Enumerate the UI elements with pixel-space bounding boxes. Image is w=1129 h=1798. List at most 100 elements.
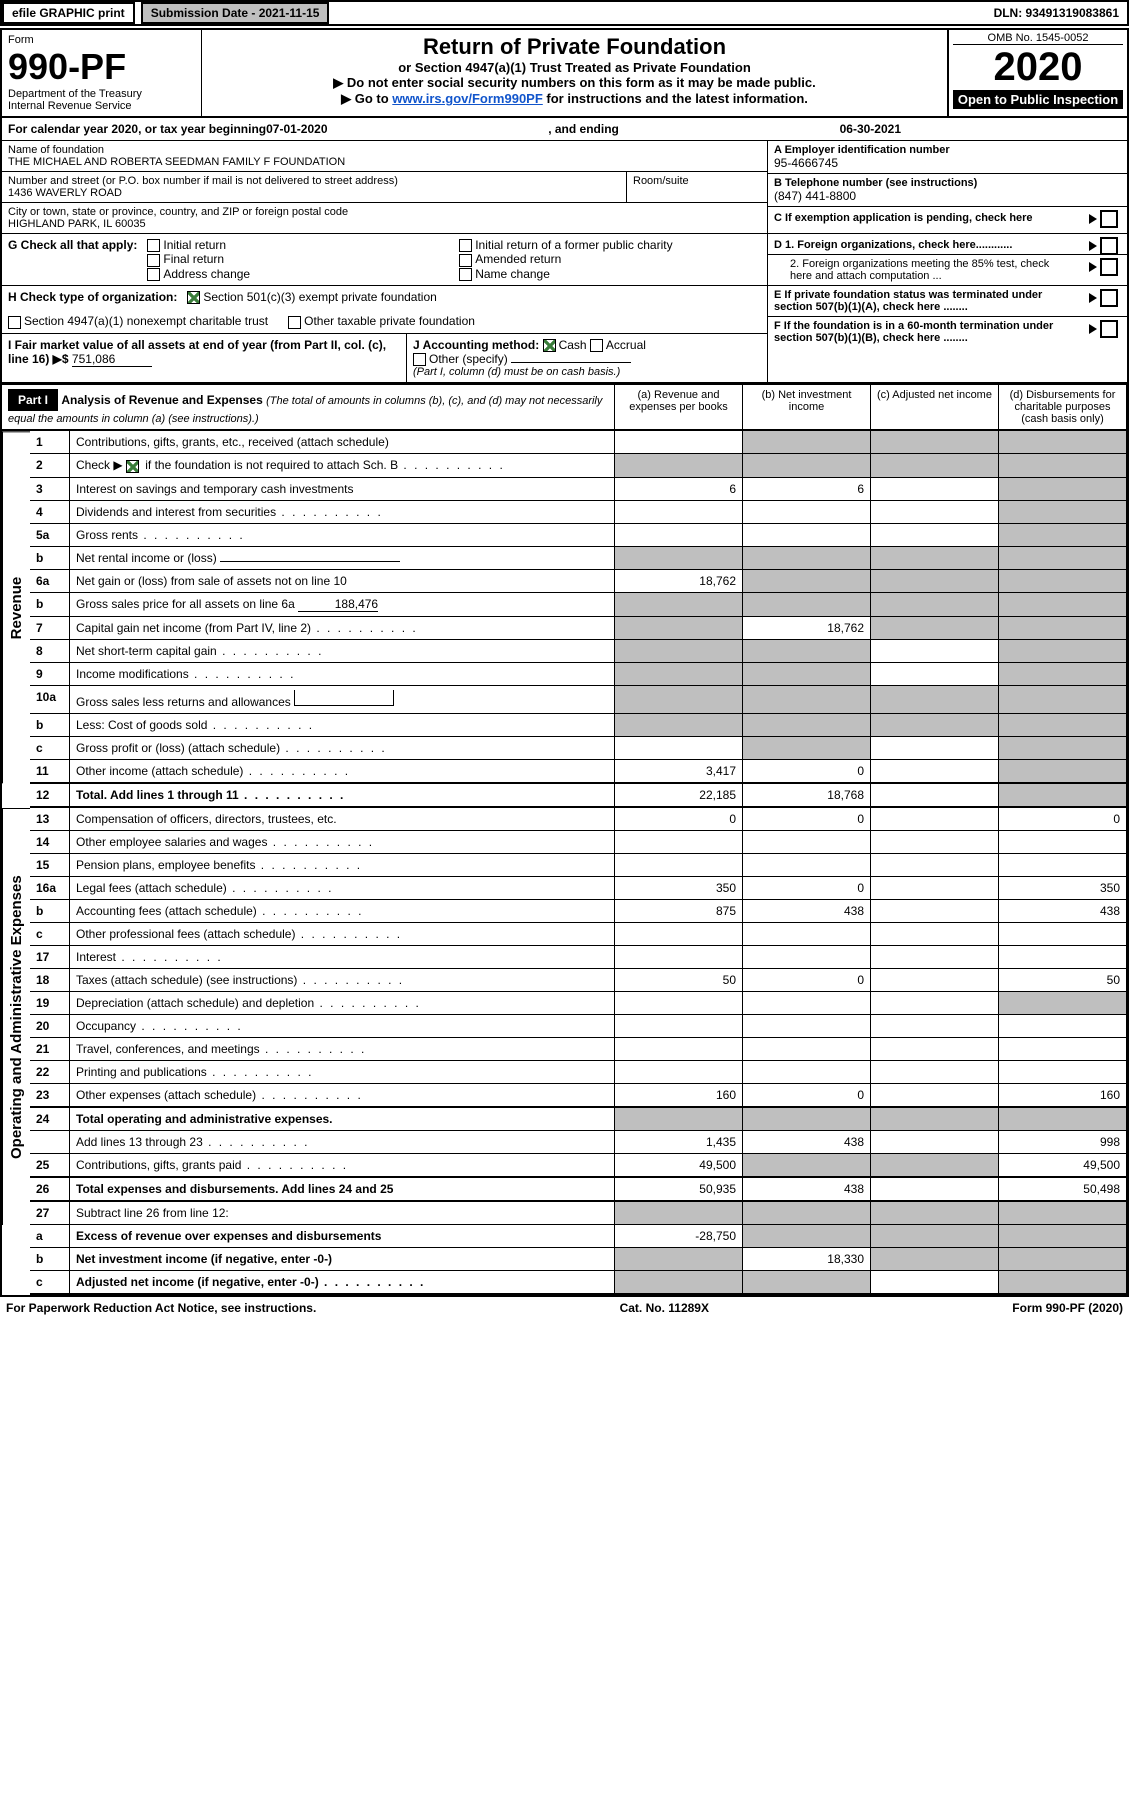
col-c-hdr: (c) Adjusted net income [871,385,999,431]
c-checkbox[interactable] [1100,210,1118,228]
h-501c3-cb[interactable] [187,291,200,304]
line-5a: Gross rents [70,524,615,547]
foundation-name: THE MICHAEL AND ROBERTA SEEDMAN FAMILY F… [8,156,761,168]
line-13: Compensation of officers, directors, tru… [70,808,615,831]
line-16a: Legal fees (attach schedule) [70,877,615,900]
col-d-hdr: (d) Disbursements for charitable purpose… [999,385,1127,431]
form-note2: ▶ Go to www.irs.gov/Form990PF for instru… [208,91,941,107]
form990pf-link[interactable]: www.irs.gov/Form990PF [392,91,543,106]
ty-begin: 07-01-2020 [266,122,327,136]
room-label: Room/suite [633,175,761,187]
city: HIGHLAND PARK, IL 60035 [8,218,761,230]
line-23: Other expenses (attach schedule) [70,1084,615,1108]
g-name-cb[interactable] [459,268,472,281]
h-row: H Check type of organization: Section 50… [2,286,767,334]
d2-label: 2. Foreign organizations meeting the 85%… [774,258,1054,282]
col-a-hdr: (a) Revenue and expenses per books [615,385,743,431]
j-cash-cb[interactable] [543,339,556,352]
ein-label: A Employer identification number [774,144,1121,156]
f-checkbox[interactable] [1100,320,1118,338]
line-16b: Accounting fees (attach schedule) [70,900,615,923]
line-18: Taxes (attach schedule) (see instruction… [70,969,615,992]
line-3: Interest on savings and temporary cash i… [70,478,615,501]
form-word: Form [8,34,195,46]
schb-checkbox[interactable] [126,460,139,473]
form-title: Return of Private Foundation [208,34,941,60]
part1-badge: Part I [8,389,58,411]
d2-checkbox[interactable] [1100,258,1118,276]
g-initial-former-cb[interactable] [459,239,472,252]
line-6b: Gross sales price for all assets on line… [70,593,615,617]
form-subtitle: or Section 4947(a)(1) Trust Treated as P… [208,60,941,75]
line-1: Contributions, gifts, grants, etc., rece… [70,431,615,454]
line-12: Total. Add lines 1 through 11 [70,784,615,808]
line-6a: Net gain or (loss) from sale of assets n… [70,570,615,593]
g-addr-cb[interactable] [147,268,160,281]
i-label: I Fair market value of all assets at end… [8,338,386,366]
addr: 1436 WAVERLY ROAD [8,187,620,199]
line-24: Total operating and administrative expen… [70,1108,615,1131]
city-label: City or town, state or province, country… [8,206,761,218]
e-label: E If private foundation status was termi… [774,289,1054,313]
addr-label: Number and street (or P.O. box number if… [8,175,620,187]
i-val: 751,086 [72,352,152,367]
tax-year: 2020 [953,45,1123,90]
f-label: F If the foundation is in a 60-month ter… [774,320,1054,344]
expenses-label: Operating and Administrative Expenses [2,808,30,1225]
footer-mid: Cat. No. 11289X [620,1301,709,1315]
line-27b: Net investment income (if negative, ente… [70,1248,615,1271]
d1-checkbox[interactable] [1100,237,1118,255]
irs: Internal Revenue Service [8,100,195,112]
g-amended-cb[interactable] [459,254,472,267]
g-final-cb[interactable] [147,254,160,267]
line-5b: Net rental income or (loss) [70,547,615,570]
line-27c: Adjusted net income (if negative, enter … [70,1271,615,1295]
omb: OMB No. 1545-0052 [953,32,1123,45]
j-accrual-cb[interactable] [590,339,603,352]
line-14: Other employee salaries and wages [70,831,615,854]
dln: DLN: 93491319083861 [986,4,1127,22]
ty-end: 06-30-2021 [840,122,901,136]
form-header: Form 990-PF Department of the Treasury I… [2,30,1127,118]
revenue-label: Revenue [2,431,30,783]
line-16c: Other professional fees (attach schedule… [70,923,615,946]
line-27: Subtract line 26 from line 12: [70,1202,615,1225]
line-10b: Less: Cost of goods sold [70,714,615,737]
d1-label: D 1. Foreign organizations, check here..… [774,239,1012,251]
line-2: Check ▶ if the foundation is not require… [70,454,615,477]
j-other-cb[interactable] [413,353,426,366]
efile-badge: efile GRAPHIC print [2,2,135,24]
name-label: Name of foundation [8,144,761,156]
line-21: Travel, conferences, and meetings [70,1038,615,1061]
line-20: Occupancy [70,1015,615,1038]
line-8: Net short-term capital gain [70,640,615,663]
arrow-icon [1089,324,1097,334]
line-27a: Excess of revenue over expenses and disb… [70,1225,615,1248]
line-17: Interest [70,946,615,969]
line-25: Contributions, gifts, grants paid [70,1154,615,1178]
j-note: (Part I, column (d) must be on cash basi… [413,366,761,378]
line-26: Total expenses and disbursements. Add li… [70,1178,615,1202]
h-4947-cb[interactable] [8,316,21,329]
line-22: Printing and publications [70,1061,615,1084]
arrow-icon [1089,293,1097,303]
ein: 95-4666745 [774,156,1121,170]
dept-treasury: Department of the Treasury [8,88,195,100]
h-other-cb[interactable] [288,316,301,329]
line-7: Capital gain net income (from Part IV, l… [70,617,615,640]
line-15: Pension plans, employee benefits [70,854,615,877]
top-toolbar: efile GRAPHIC print Submission Date - 20… [0,0,1129,26]
phone-label: B Telephone number (see instructions) [774,177,1121,189]
ij-row: I Fair market value of all assets at end… [2,334,767,383]
calendar-row: For calendar year 2020, or tax year begi… [2,118,1127,141]
line-10a: Gross sales less returns and allowances [70,686,615,714]
line-24s: Add lines 13 through 23 [70,1131,615,1154]
e-checkbox[interactable] [1100,289,1118,307]
footer-right: Form 990-PF (2020) [1012,1301,1123,1315]
line-4: Dividends and interest from securities [70,501,615,524]
arrow-icon [1089,214,1097,224]
g-initial-cb[interactable] [147,239,160,252]
g-row: G Check all that apply: Initial return F… [2,234,767,286]
form-note1: ▶ Do not enter social security numbers o… [208,75,941,91]
col-b-hdr: (b) Net investment income [743,385,871,431]
